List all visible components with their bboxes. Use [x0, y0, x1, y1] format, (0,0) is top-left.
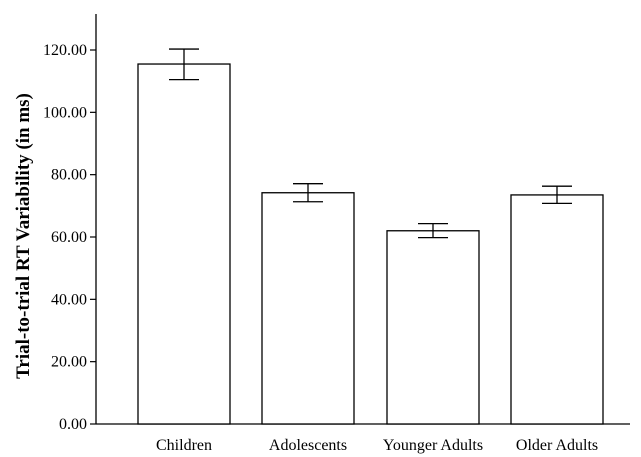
- x-category-labels: Children Adolescents Younger Adults Older A…: [156, 437, 598, 454]
- y-ticks: 0.00 20.00 40.00 60.00 80.00 100.00 120.00: [43, 42, 96, 433]
- error-bars: [169, 48, 572, 239]
- y-axis-title: Trial-to-trial RT Variability (in ms): [13, 93, 34, 379]
- bar: [261, 192, 355, 425]
- bar: [386, 230, 480, 425]
- y-tick-label: 40.00: [51, 291, 87, 308]
- bars: [137, 63, 604, 425]
- y-tick-label: 120.00: [43, 42, 87, 59]
- y-tick-label: 0.00: [59, 416, 87, 433]
- y-tick-label: 100.00: [43, 104, 87, 121]
- bar: [137, 63, 231, 425]
- x-category-label: Younger Adults: [383, 437, 483, 454]
- x-category-label: Adolescents: [269, 437, 347, 454]
- y-tick-label: 60.00: [51, 229, 87, 246]
- bar: [510, 194, 604, 425]
- x-category-label: Children: [156, 437, 212, 454]
- x-category-label: Older Adults: [516, 437, 598, 454]
- y-tick-label: 80.00: [51, 167, 87, 184]
- y-tick-label: 20.00: [51, 354, 87, 371]
